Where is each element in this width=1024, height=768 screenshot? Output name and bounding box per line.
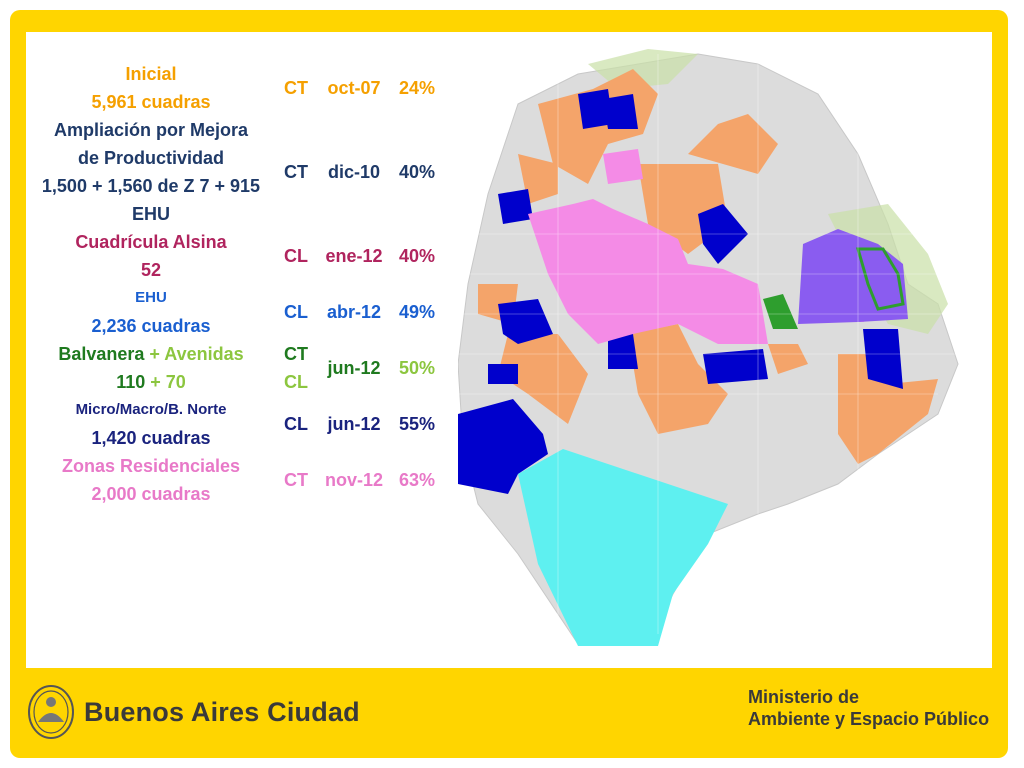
table-row: EHU 2,236 cuadras CL abr-12 49%	[26, 284, 456, 340]
zone-orange	[498, 334, 588, 424]
ministry-name: Ministerio de Ambiente y Espacio Público	[748, 686, 989, 730]
ministry-line-2: Ambiente y Espacio Público	[748, 709, 990, 729]
zone-blue	[498, 189, 533, 224]
row-date: abr-12	[326, 301, 382, 322]
ministry-line-1: Ministerio de	[748, 687, 860, 707]
table-row: Micro/Macro/B. Norte 1,420 cuadras CL jun-1…	[26, 396, 456, 452]
row-type: CL	[276, 298, 316, 326]
zone-blue	[608, 334, 638, 369]
table-row: Ampliación por Mejora de Productividad 1,5…	[26, 116, 456, 228]
row-percentage: 24%	[398, 77, 436, 98]
row-percentage: 40%	[398, 245, 436, 266]
zone-blue	[863, 329, 903, 389]
type-code: CT	[284, 78, 308, 98]
type-code: CL	[284, 372, 308, 392]
table-row: Balvanera + Avenidas 110 + 70 CT CL jun-12 50…	[26, 340, 456, 396]
table-row: Cuadrícula Alsina 52 CL ene-12 40%	[26, 228, 456, 284]
type-code: CL	[284, 414, 308, 434]
zone-blue	[603, 94, 638, 129]
description-line: 2,000 cuadras	[91, 484, 211, 504]
description-line: Zonas Residenciales	[61, 456, 241, 476]
row-type: CT	[276, 158, 316, 186]
zone-purple	[798, 229, 908, 324]
description-line: 1,420 cuadras	[91, 428, 211, 448]
zone-blue	[458, 399, 548, 494]
description-line: Inicial	[125, 64, 177, 84]
row-percentage: 40%	[398, 161, 436, 182]
description-line: Balvanera + Avenidas	[58, 344, 244, 364]
zone-blue	[488, 364, 518, 384]
zone-pink	[528, 199, 768, 344]
row-type: CT	[276, 74, 316, 102]
zone-cyan	[518, 449, 728, 646]
row-date: jun-12	[327, 357, 381, 378]
row-percentage: 63%	[398, 469, 436, 490]
type-code: CT	[284, 162, 308, 182]
city-seal-icon	[28, 685, 74, 739]
row-type: CL	[276, 410, 316, 438]
zone-orange	[838, 354, 938, 464]
row-type: CL	[276, 242, 316, 270]
description-line: 110 + 70	[116, 372, 186, 392]
description-line: 2,236 cuadras	[91, 316, 211, 336]
zone-orange	[688, 114, 778, 174]
row-description: Inicial 5,961 cuadras	[26, 60, 276, 116]
description-line: EHU	[131, 204, 170, 224]
row-description: Balvanera + Avenidas 110 + 70	[26, 340, 276, 396]
description-line: EHU	[135, 289, 167, 306]
type-code: CL	[284, 302, 308, 322]
row-percentage: 49%	[398, 301, 436, 322]
row-percentage: 50%	[398, 357, 436, 378]
description-line: Micro/Macro/B. Norte	[75, 401, 227, 418]
row-date: dic-10	[327, 161, 381, 182]
description-line: 5,961 cuadras	[91, 92, 211, 112]
description-line: 52	[140, 260, 162, 280]
row-description: Micro/Macro/B. Norte 1,420 cuadras	[26, 396, 276, 452]
row-date: ene-12	[325, 245, 383, 266]
zone-pink	[603, 149, 643, 184]
row-date: oct-07	[327, 77, 381, 98]
zone-purple-green-border	[856, 247, 905, 311]
description-line: Ampliación por Mejora	[53, 120, 249, 140]
row-description: Zonas Residenciales 2,000 cuadras	[26, 452, 276, 508]
row-type: CT	[276, 466, 316, 494]
city-map	[458, 49, 959, 646]
zone-blue	[703, 349, 768, 384]
table-row: Inicial 5,961 cuadras CT oct-07 24%	[26, 60, 456, 116]
zone-orange	[768, 344, 808, 374]
row-date: nov-12	[324, 469, 384, 490]
service-phases-table: Inicial 5,961 cuadras CT oct-07 24% Ampliació…	[26, 60, 456, 508]
row-description: EHU 2,236 cuadras	[26, 284, 276, 340]
row-description: Cuadrícula Alsina 52	[26, 228, 276, 284]
zone-blue	[498, 299, 553, 344]
brand-name: Buenos Aires Ciudad	[84, 697, 360, 727]
table-row: Zonas Residenciales 2,000 cuadras CT nov-12…	[26, 452, 456, 508]
zone-green	[763, 294, 798, 329]
zone-orange	[628, 324, 728, 434]
row-description: Ampliación por Mejora de Productividad 1,5…	[26, 116, 276, 228]
row-percentage: 55%	[398, 413, 436, 434]
description-line: de Productividad	[77, 148, 225, 168]
description-line: 1,500 + 1,560 de Z 7 + 915	[41, 176, 261, 196]
type-code: CL	[284, 246, 308, 266]
type-code: CT	[284, 470, 308, 490]
description-line: Cuadrícula Alsina	[75, 232, 227, 252]
type-code: CT	[284, 344, 308, 364]
row-date: jun-12	[327, 413, 381, 434]
row-type: CT CL	[276, 340, 316, 396]
